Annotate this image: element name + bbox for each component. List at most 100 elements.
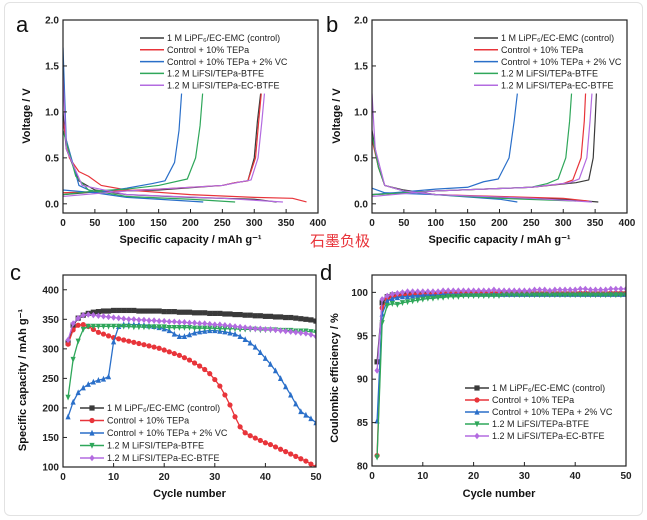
series-0-point-34: [232, 311, 238, 318]
series-3-point-12: [121, 323, 127, 330]
series-4-point-23: [486, 287, 492, 294]
series-3-point-36: [552, 292, 558, 299]
series-0-point-24: [181, 309, 188, 315]
series-0-point-16: [141, 308, 147, 314]
series-3-point-25: [496, 293, 502, 300]
series-4-point-35: [547, 287, 553, 294]
series-4-point-5: [85, 311, 91, 318]
x-tick-label: 0: [60, 218, 66, 229]
series-0-point-22: [171, 309, 177, 315]
y-tick-label: 2.0: [45, 16, 59, 27]
legend-entry: Control + 10% TEPa + 2% VC: [167, 57, 288, 67]
series-3-point-2: [70, 356, 76, 363]
series-0-point-31: [217, 310, 223, 316]
legend-marker: [89, 405, 95, 411]
series-3-point-40: [572, 292, 578, 299]
y-axis-label: Specific capacity / mAh g⁻¹: [17, 309, 29, 451]
x-tick-label: 20: [159, 472, 171, 483]
series-0-line: [376, 293, 626, 362]
series-2-point-25: [186, 331, 193, 338]
series-1-point-49: [308, 461, 314, 467]
y-tick-label: 100: [42, 463, 59, 474]
series-1-charge-curve: [372, 93, 587, 196]
series-0-point-18: [151, 308, 157, 314]
series-4-point-47: [608, 285, 614, 293]
series-2-point-45: [288, 391, 294, 398]
series-3-point-33: [537, 292, 543, 299]
series-3-point-50: [623, 292, 626, 299]
series-0-point-45: [288, 314, 294, 321]
series-3-point-33: [227, 326, 233, 332]
plot-area: [65, 307, 316, 467]
y-tick-label: 200: [42, 403, 59, 414]
series-1-point-31: [217, 383, 223, 389]
series-4-point-21: [166, 318, 172, 325]
series-3-charge-curve: [63, 93, 204, 196]
legend-marker: [474, 397, 480, 403]
series-4-point-15: [445, 287, 451, 294]
series-4-discharge-curve: [372, 93, 592, 203]
series-4-point-13: [435, 288, 441, 295]
series-4-point-17: [455, 287, 461, 294]
series-0-point-49: [308, 317, 314, 323]
series-3-point-20: [161, 324, 167, 331]
series-1-point-48: [303, 458, 309, 464]
figure-frame: [4, 2, 643, 516]
plot-area: [63, 47, 307, 203]
series-3-point-8: [100, 323, 107, 330]
legend-entry: 1.2 M LiFSI/TEPa-BTFE: [167, 69, 264, 79]
x-tick-label: 350: [278, 218, 295, 229]
series-4-point-26: [501, 287, 507, 294]
series-3-point-3: [75, 338, 81, 345]
series-2-point-46: [293, 400, 299, 407]
series-3-point-14: [131, 324, 137, 331]
series-3-point-48: [613, 292, 619, 299]
y-tick-label: 80: [357, 462, 369, 473]
series-2-point-9: [105, 373, 112, 380]
series-2-point-9: [415, 292, 421, 299]
y-tick-label: 400: [42, 285, 59, 296]
series-0-point-40: [262, 313, 268, 319]
series-4-charge-curve: [63, 93, 266, 198]
legend-entry: Control + 10% TEPa + 2% VC: [492, 407, 613, 417]
series-3-point-10: [420, 296, 426, 303]
legend-entry: 1.2 M LiFSI/TEPa-EC-BTFE: [107, 453, 220, 463]
series-3-point-45: [598, 292, 604, 299]
series-4-point-20: [471, 287, 477, 294]
series-1-point-1: [65, 341, 71, 347]
series-4-point-49: [618, 285, 624, 293]
series-0-point-20: [161, 309, 167, 315]
series-2-point-27: [197, 328, 203, 335]
series-3-point-15: [445, 294, 451, 300]
series-4-point-3: [384, 292, 390, 300]
series-4-point-12: [121, 315, 127, 322]
series-3-point-22: [171, 324, 177, 331]
series-3-point-20: [471, 293, 477, 300]
x-axis-label: Cycle number: [153, 488, 226, 500]
series-1-point-35: [237, 424, 243, 430]
series-1-point-41: [267, 441, 274, 448]
series-1-point-45: [288, 451, 294, 457]
y-tick-label: 0.0: [45, 199, 59, 210]
series-4-point-34: [232, 323, 238, 330]
series-3-point-5: [394, 301, 400, 308]
series-4-point-46: [293, 329, 299, 336]
panel-label: c: [10, 260, 21, 285]
y-tick-label: 300: [42, 344, 59, 355]
series-1-point-11: [116, 336, 122, 342]
series-0-point-28: [202, 310, 208, 316]
y-tick-label: 1.5: [45, 61, 59, 72]
series-4-point-46: [603, 286, 609, 293]
series-4-point-27: [506, 287, 512, 294]
series-4-point-33: [537, 286, 543, 293]
series-3-point-44: [592, 292, 599, 299]
series-2-point-23: [176, 333, 182, 340]
series-4-point-8: [100, 313, 107, 320]
series-4-point-14: [440, 287, 446, 294]
x-tick-label: 200: [182, 218, 199, 229]
series-3-point-4: [80, 326, 86, 333]
y-tick-label: 350: [42, 315, 59, 326]
series-0-point-26: [191, 310, 198, 316]
series-4-point-47: [298, 329, 304, 337]
series-2-point-36: [242, 336, 248, 342]
